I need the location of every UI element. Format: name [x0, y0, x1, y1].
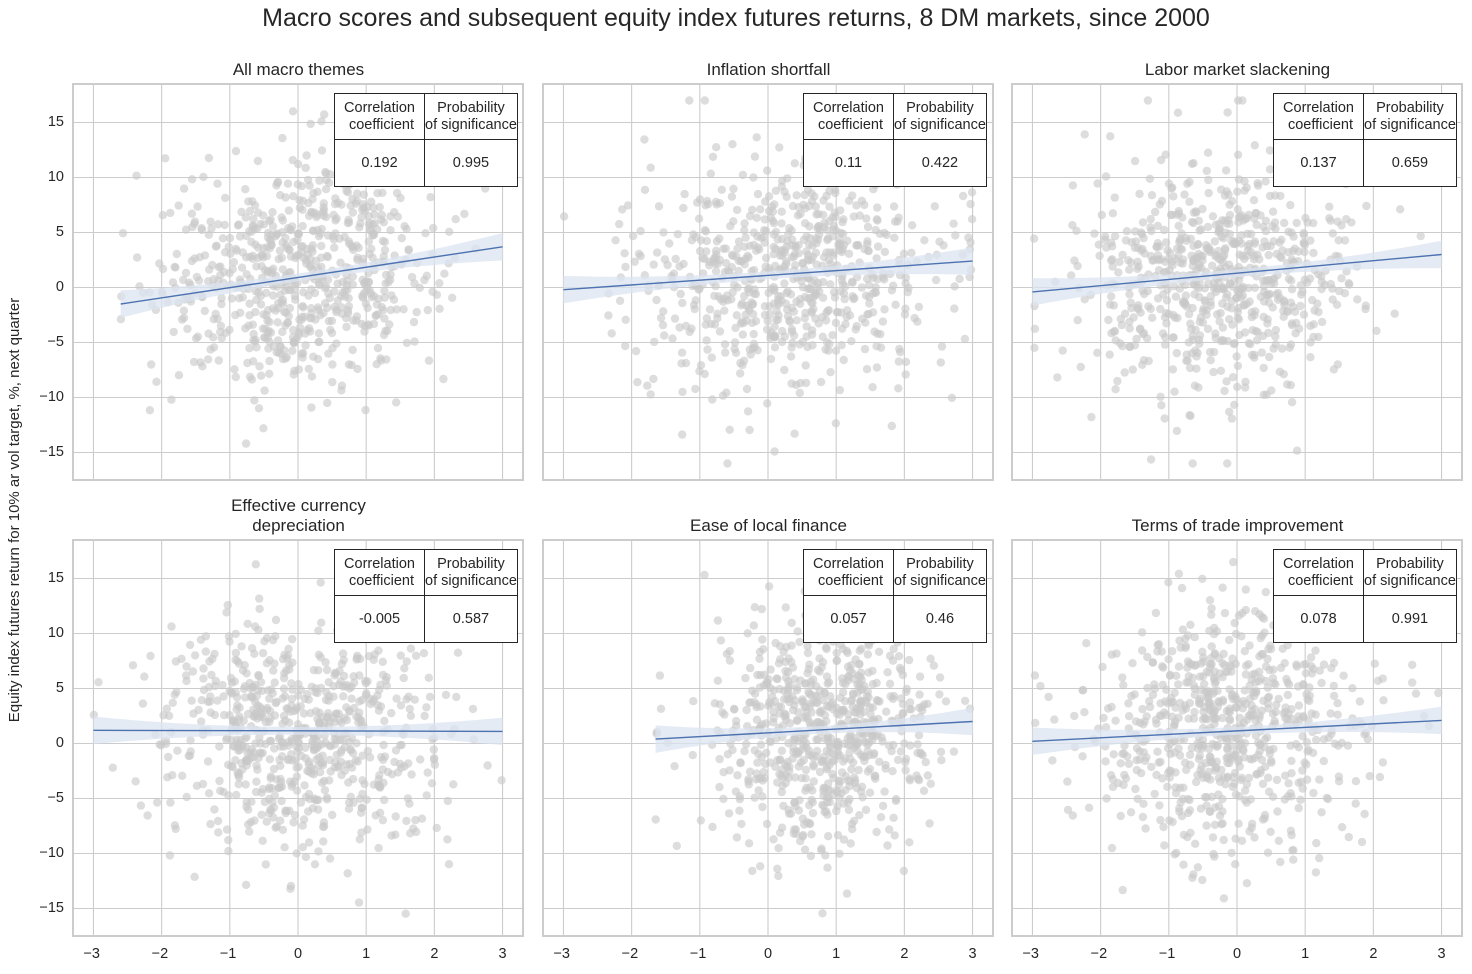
- x-tick-label: 2: [1369, 946, 1378, 962]
- scatter-points: [116, 102, 490, 448]
- x-tick-label: 3: [968, 946, 977, 962]
- scatter-panel-5: [1011, 539, 1463, 937]
- panel-title-inflation-shortfall: Inflation shortfall: [706, 60, 831, 79]
- header-correlation: Correlation coefficient: [334, 549, 425, 596]
- y-tick-label: −5: [47, 789, 64, 806]
- scatter-panel-2: [1011, 83, 1463, 481]
- y-tick-label: −15: [39, 443, 64, 460]
- correlation-value: 0.057: [803, 595, 894, 643]
- x-tick-label: −3: [553, 946, 570, 962]
- probability-value: 0.422: [893, 139, 987, 187]
- x-tick-label: −2: [1090, 946, 1108, 962]
- x-tick-label: 3: [498, 946, 507, 962]
- header-correlation: Correlation coefficient: [1273, 93, 1364, 140]
- panel-title-local-finance: Ease of local finance: [690, 516, 847, 535]
- y-tick-label: −10: [39, 388, 64, 405]
- stats-table-terms-of-trade: Correlation coefficient Probability of si…: [1273, 549, 1457, 643]
- y-tick-label: 15: [47, 113, 64, 130]
- y-tick-label: 0: [55, 278, 64, 295]
- x-tick-label: 0: [294, 946, 303, 962]
- header-correlation: Correlation coefficient: [334, 93, 425, 140]
- regression-line: [1032, 253, 1442, 293]
- header-probability: Probability of significance: [424, 549, 518, 596]
- stats-table-labor: Correlation coefficient Probability of si…: [1273, 93, 1457, 187]
- stats-table-local-finance: Correlation coefficient Probability of si…: [803, 549, 987, 643]
- x-tick-label: 3: [1437, 946, 1446, 962]
- figure-title: Macro scores and subsequent equity index…: [262, 4, 1210, 32]
- header-correlation: Correlation coefficient: [803, 549, 894, 596]
- y-tick-label: 5: [55, 223, 64, 240]
- y-tick-label: 10: [47, 624, 64, 641]
- x-tick-label: 2: [900, 946, 909, 962]
- x-tick-label: −2: [621, 946, 639, 962]
- probability-value: 0.995: [424, 139, 518, 187]
- y-tick-label: −15: [39, 899, 64, 916]
- header-correlation: Correlation coefficient: [1273, 549, 1364, 596]
- x-tick-label: −1: [219, 946, 237, 962]
- panel-title-currency-depreciation: Effective currency depreciation: [231, 496, 366, 535]
- probability-value: 0.991: [1363, 595, 1457, 643]
- x-tick-label: −1: [689, 946, 707, 962]
- probability-value: 0.659: [1363, 139, 1457, 187]
- y-tick-label: 5: [55, 679, 64, 696]
- header-probability: Probability of significance: [893, 93, 987, 140]
- scatter-panel-1: [542, 83, 994, 481]
- header-probability: Probability of significance: [1363, 93, 1457, 140]
- stats-table-currency: Correlation coefficient Probability of si…: [334, 549, 518, 643]
- stats-table-all-macro: Correlation coefficient Probability of si…: [334, 93, 518, 187]
- y-tick-label: −5: [47, 333, 64, 350]
- probability-value: 0.587: [424, 595, 518, 643]
- header-probability: Probability of significance: [893, 549, 987, 596]
- x-tick-label: 2: [430, 946, 439, 962]
- correlation-value: 0.192: [334, 139, 425, 187]
- stats-table-inflation: Correlation coefficient Probability of si…: [803, 93, 987, 187]
- regression-line: [1032, 719, 1442, 742]
- x-tick-label: 1: [362, 946, 371, 962]
- x-tick-label: −3: [1022, 946, 1039, 962]
- probability-value: 0.46: [893, 595, 987, 643]
- regression-line: [93, 729, 503, 733]
- x-tick-label: 0: [764, 946, 773, 962]
- correlation-value: 0.137: [1273, 139, 1364, 187]
- scatter-panel-3: [72, 539, 524, 937]
- correlation-value: -0.005: [334, 595, 425, 643]
- scatter-panel-0: [72, 83, 524, 481]
- regression-line: [563, 260, 973, 291]
- y-tick-label: 10: [47, 168, 64, 185]
- x-tick-label: 1: [832, 946, 841, 962]
- regression-line: [120, 246, 503, 305]
- panel-title-terms-of-trade: Terms of trade improvement: [1131, 516, 1344, 535]
- header-correlation: Correlation coefficient: [803, 93, 894, 140]
- correlation-value: 0.078: [1273, 595, 1364, 643]
- x-tick-label: 1: [1301, 946, 1310, 962]
- header-probability: Probability of significance: [1363, 549, 1457, 596]
- correlation-value: 0.11: [803, 139, 894, 187]
- x-tick-label: −1: [1158, 946, 1176, 962]
- x-tick-label: 0: [1233, 946, 1242, 962]
- y-tick-label: 0: [55, 734, 64, 751]
- x-tick-label: −2: [151, 946, 169, 962]
- panel-title-labor-market: Labor market slackening: [1144, 60, 1331, 79]
- panel-title-all-macro-themes: All macro themes: [232, 60, 365, 79]
- x-tick-label: −3: [83, 946, 100, 962]
- header-probability: Probability of significance: [424, 93, 518, 140]
- y-tick-label: 15: [47, 569, 64, 586]
- y-tick-label: −10: [39, 844, 64, 861]
- regression-line: [655, 720, 973, 740]
